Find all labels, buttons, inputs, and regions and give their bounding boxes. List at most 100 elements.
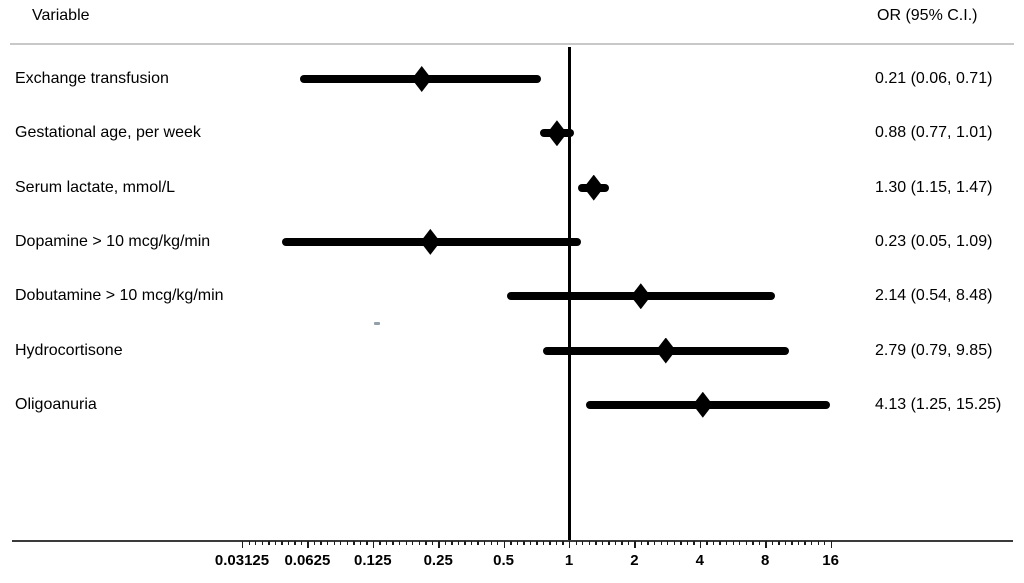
x-axis-minor-tick [739,541,741,545]
row-label: Gestational age, per week [15,124,201,142]
x-axis-minor-tick [359,541,362,545]
x-axis-tick-label: 4 [695,552,704,569]
odds-ratio-diamond-marker [411,66,432,92]
x-axis-minor-tick [758,541,761,545]
x-axis-minor-tick [431,541,434,545]
header-separator-line [10,43,1014,45]
x-axis-minor-tick [268,541,270,545]
x-axis-minor-tick [752,541,754,545]
x-axis-minor-tick [712,541,715,545]
x-axis-minor-tick [804,541,806,545]
x-axis-minor-tick [647,541,649,545]
x-axis-minor-tick [627,541,630,545]
x-axis-minor-tick [725,541,728,545]
x-axis-minor-tick [745,541,747,545]
x-axis-minor-tick [281,541,283,545]
x-axis-minor-tick [693,541,695,545]
x-axis-minor-tick [523,541,525,545]
x-axis-tick-label: 8 [761,552,770,569]
x-axis-minor-tick [379,541,381,545]
odds-ratio-diamond-marker [692,391,713,418]
x-axis-major-tick [699,541,702,548]
row-label: Hydrocortisone [15,341,123,359]
x-axis-minor-tick [778,541,780,545]
x-axis-major-tick [503,541,505,548]
x-axis-minor-tick [444,541,447,545]
x-axis-major-tick [634,541,636,548]
x-axis-minor-tick [490,541,492,545]
x-axis-minor-tick [536,541,538,545]
x-axis-minor-tick [555,541,558,545]
x-axis-tick-label: 16 [822,552,839,569]
x-axis-minor-tick [398,541,401,545]
x-axis-minor-tick [817,541,819,545]
row-or-ci-value: 0.88 (0.77, 1.01) [875,124,993,142]
x-axis-minor-tick [464,541,466,545]
x-axis-minor-tick [529,541,532,545]
x-axis-minor-tick [248,541,250,545]
odds-ratio-diamond-marker [655,337,676,364]
x-axis-minor-tick [680,541,682,545]
x-axis-minor-tick [575,541,577,545]
x-axis-minor-tick [686,541,689,545]
x-axis-tick-label: 0.125 [354,552,392,569]
x-axis-tick-label: 1 [564,552,574,569]
x-axis-major-tick [372,541,375,548]
x-axis-minor-tick [601,541,604,545]
x-axis-minor-tick [660,541,662,545]
x-axis-minor-tick [327,541,329,545]
x-axis-tick-label: 0.0625 [284,552,331,569]
x-axis-major-tick [569,541,571,548]
x-axis-minor-tick [510,541,512,545]
odds-ratio-diamond-marker [420,228,441,255]
x-axis-tick-label: 0.25 [423,552,453,569]
x-axis-minor-tick [320,541,322,545]
x-axis-minor-tick [595,541,597,545]
stray-smudge-artifact [374,322,380,325]
x-axis-minor-tick [706,541,708,545]
x-axis-minor-tick [340,541,342,545]
row-or-ci-value: 2.79 (0.79, 9.85) [875,341,993,359]
x-axis-minor-tick [392,541,394,545]
x-axis-major-tick [242,541,244,548]
x-axis-minor-tick [588,541,590,545]
x-axis-minor-tick [797,541,800,545]
x-axis-minor-tick [614,541,617,545]
x-axis-line [12,540,1013,542]
x-axis-minor-tick [673,541,676,545]
x-axis-minor-tick [457,541,460,545]
x-axis-minor-tick [470,541,473,545]
x-axis-major-tick [765,541,767,548]
row-label: Exchange transfusion [15,70,169,87]
row-or-ci-value: 2.14 (0.54, 8.48) [875,287,993,305]
odds-ratio-diamond-marker [546,120,567,147]
x-axis-minor-tick [333,541,335,545]
x-axis-minor-tick [497,541,499,545]
x-axis-tick-label: 0.5 [493,552,515,569]
x-axis-minor-tick [791,541,793,545]
x-axis-minor-tick [451,541,453,545]
x-axis-minor-tick [412,541,414,545]
row-or-ci-value: 0.23 (0.05, 1.09) [875,232,993,250]
x-axis-minor-tick [353,541,355,545]
row-label: Dobutamine > 10 mcg/kg/min [15,287,224,305]
x-axis-minor-tick [287,541,290,545]
x-axis-minor-tick [582,541,584,545]
x-axis-minor-tick [810,541,813,545]
row-or-ci-value: 4.13 (1.25, 15.25) [875,395,1002,413]
x-axis-minor-tick [366,541,368,545]
x-axis-minor-tick [300,541,303,545]
x-axis-minor-tick [274,541,277,545]
x-axis-tick-label: 0.03125 [214,552,270,569]
x-axis-minor-tick [385,541,388,545]
x-axis-minor-tick [425,541,427,545]
x-axis-minor-tick [516,541,519,545]
row-label: Serum lactate, mmol/L [15,178,176,196]
x-axis-major-tick [830,541,832,548]
x-axis-minor-tick [261,541,263,545]
x-axis-minor-tick [477,541,479,545]
x-axis-tick-label: 2 [630,552,639,569]
x-axis-minor-tick [562,541,564,545]
